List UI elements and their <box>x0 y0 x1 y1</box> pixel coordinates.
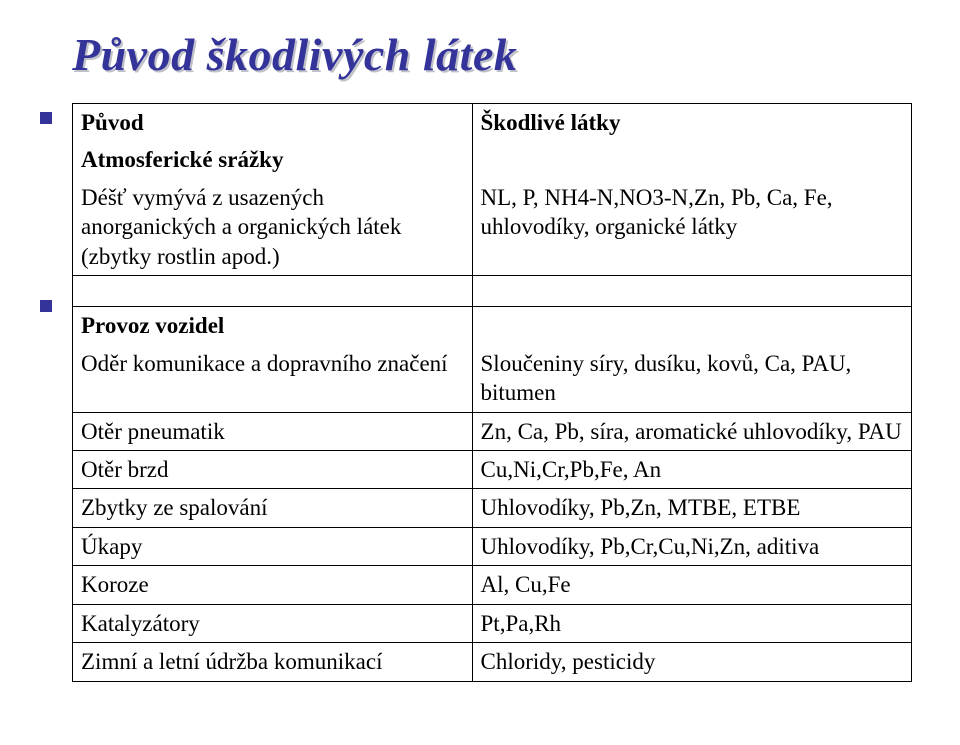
table-row: Zimní a letní údržba komunikací Chloridy… <box>73 643 912 681</box>
table-row: Katalyzátory Pt,Pa,Rh <box>73 604 912 642</box>
table-row: Déšť vymývá z usazených anorganických a … <box>73 179 912 276</box>
cell-right: Cu,Ni,Cr,Pb,Fe, An <box>472 450 911 488</box>
cell-right: Zn, Ca, Pb, síra, aromatické uhlovodíky,… <box>472 412 911 450</box>
cell-left: Koroze <box>73 566 473 604</box>
cell-right: Uhlovodíky, Pb,Cr,Cu,Ni,Zn, aditiva <box>472 527 911 565</box>
empty-cell <box>472 307 911 345</box>
spacer-row <box>73 276 912 307</box>
table-row: Úkapy Uhlovodíky, Pb,Cr,Cu,Ni,Zn, aditiv… <box>73 527 912 565</box>
cell-right: Al, Cu,Fe <box>472 566 911 604</box>
table-row: Oděr komunikace a dopravního značení Slo… <box>73 345 912 412</box>
bullet-icon <box>40 300 52 312</box>
table-row: Koroze Al, Cu,Fe <box>73 566 912 604</box>
cell-right: Chloridy, pesticidy <box>472 643 911 681</box>
slide: Původ škodlivých látek Původ Škodlivé lá… <box>0 0 960 745</box>
cell-left: Oděr komunikace a dopravního značení <box>73 345 473 412</box>
cell-right: Sloučeniny síry, dusíku, kovů, Ca, PAU, … <box>472 345 911 412</box>
cell-left: Déšť vymývá z usazených anorganických a … <box>73 179 473 276</box>
bullet-icon <box>40 112 52 124</box>
subheader-provoz: Provoz vozidel <box>73 307 473 345</box>
cell-right: Uhlovodíky, Pb,Zn, MTBE, ETBE <box>472 489 911 527</box>
cell-left: Zbytky ze spalování <box>73 489 473 527</box>
cell-left: Otěr brzd <box>73 450 473 488</box>
table-row: Otěr brzd Cu,Ni,Cr,Pb,Fe, An <box>73 450 912 488</box>
cell-left: Zimní a letní údržba komunikací <box>73 643 473 681</box>
table-header-row: Původ Škodlivé látky <box>73 104 912 142</box>
spacer-cell <box>472 276 911 307</box>
cell-left: Otěr pneumatik <box>73 412 473 450</box>
subheader-row: Provoz vozidel <box>73 307 912 345</box>
empty-cell <box>472 141 911 178</box>
subheader-row: Atmosferické srážky <box>73 141 912 178</box>
cell-right: Pt,Pa,Rh <box>472 604 911 642</box>
cell-left: Úkapy <box>73 527 473 565</box>
slide-title: Původ škodlivých látek <box>72 28 920 81</box>
spacer-cell <box>73 276 473 307</box>
table-row: Otěr pneumatik Zn, Ca, Pb, síra, aromati… <box>73 412 912 450</box>
header-left: Původ <box>73 104 473 142</box>
subheader-atmosfericke: Atmosferické srážky <box>73 141 473 178</box>
cell-left: Katalyzátory <box>73 604 473 642</box>
table-row: Zbytky ze spalování Uhlovodíky, Pb,Zn, M… <box>73 489 912 527</box>
header-right: Škodlivé látky <box>472 104 911 142</box>
data-table: Původ Škodlivé látky Atmosferické srážky… <box>72 103 912 682</box>
cell-right: NL, P, NH4-N,NO3-N,Zn, Pb, Ca, Fe, uhlov… <box>472 179 911 276</box>
